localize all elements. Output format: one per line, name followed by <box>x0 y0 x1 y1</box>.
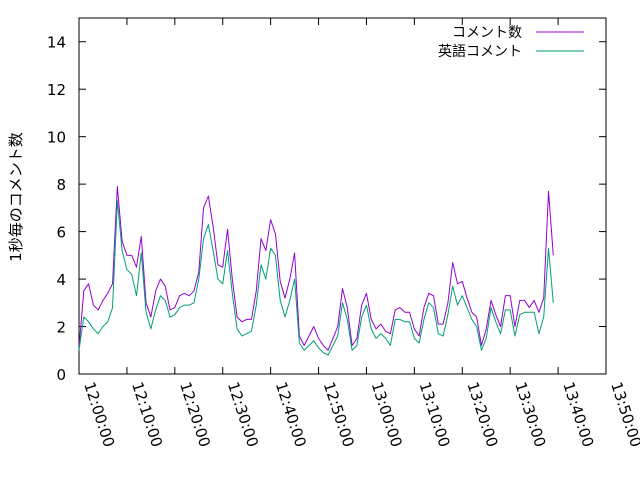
y-tick-label: 2 <box>56 319 66 337</box>
legend-label: コメント数 <box>452 25 522 41</box>
y-tick-label: 10 <box>47 129 66 147</box>
series-line-2 <box>78 200 554 356</box>
plot-area <box>78 17 607 375</box>
y-tick-label: 4 <box>56 271 66 289</box>
y-tick-label: 6 <box>56 224 66 242</box>
plot-frame <box>78 17 607 375</box>
y-tick-label: 0 <box>56 366 66 384</box>
y-axis: 0 2 4 6 8 10 12 14 <box>47 34 606 384</box>
series-layer <box>78 186 554 356</box>
legend-label: 英語コメント <box>438 43 522 60</box>
y-tick-label: 14 <box>47 34 66 52</box>
series-line-1 <box>78 186 554 351</box>
y-tick-label: 8 <box>56 176 66 194</box>
y-axis-title: 1秒毎のコメント数 <box>7 132 25 262</box>
y-tick-label: 12 <box>47 81 66 99</box>
